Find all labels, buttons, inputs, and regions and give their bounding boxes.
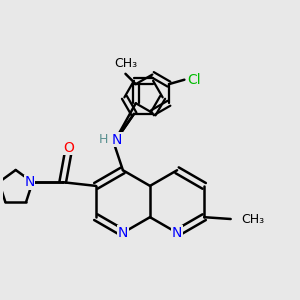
Text: N: N — [172, 226, 182, 240]
Text: Cl: Cl — [187, 73, 201, 87]
Text: N: N — [112, 133, 122, 147]
Text: H: H — [99, 133, 108, 146]
Text: N: N — [118, 226, 128, 240]
Text: CH₃: CH₃ — [114, 57, 137, 70]
Text: O: O — [63, 141, 74, 154]
Text: CH₃: CH₃ — [241, 212, 264, 226]
Text: N: N — [24, 175, 35, 189]
